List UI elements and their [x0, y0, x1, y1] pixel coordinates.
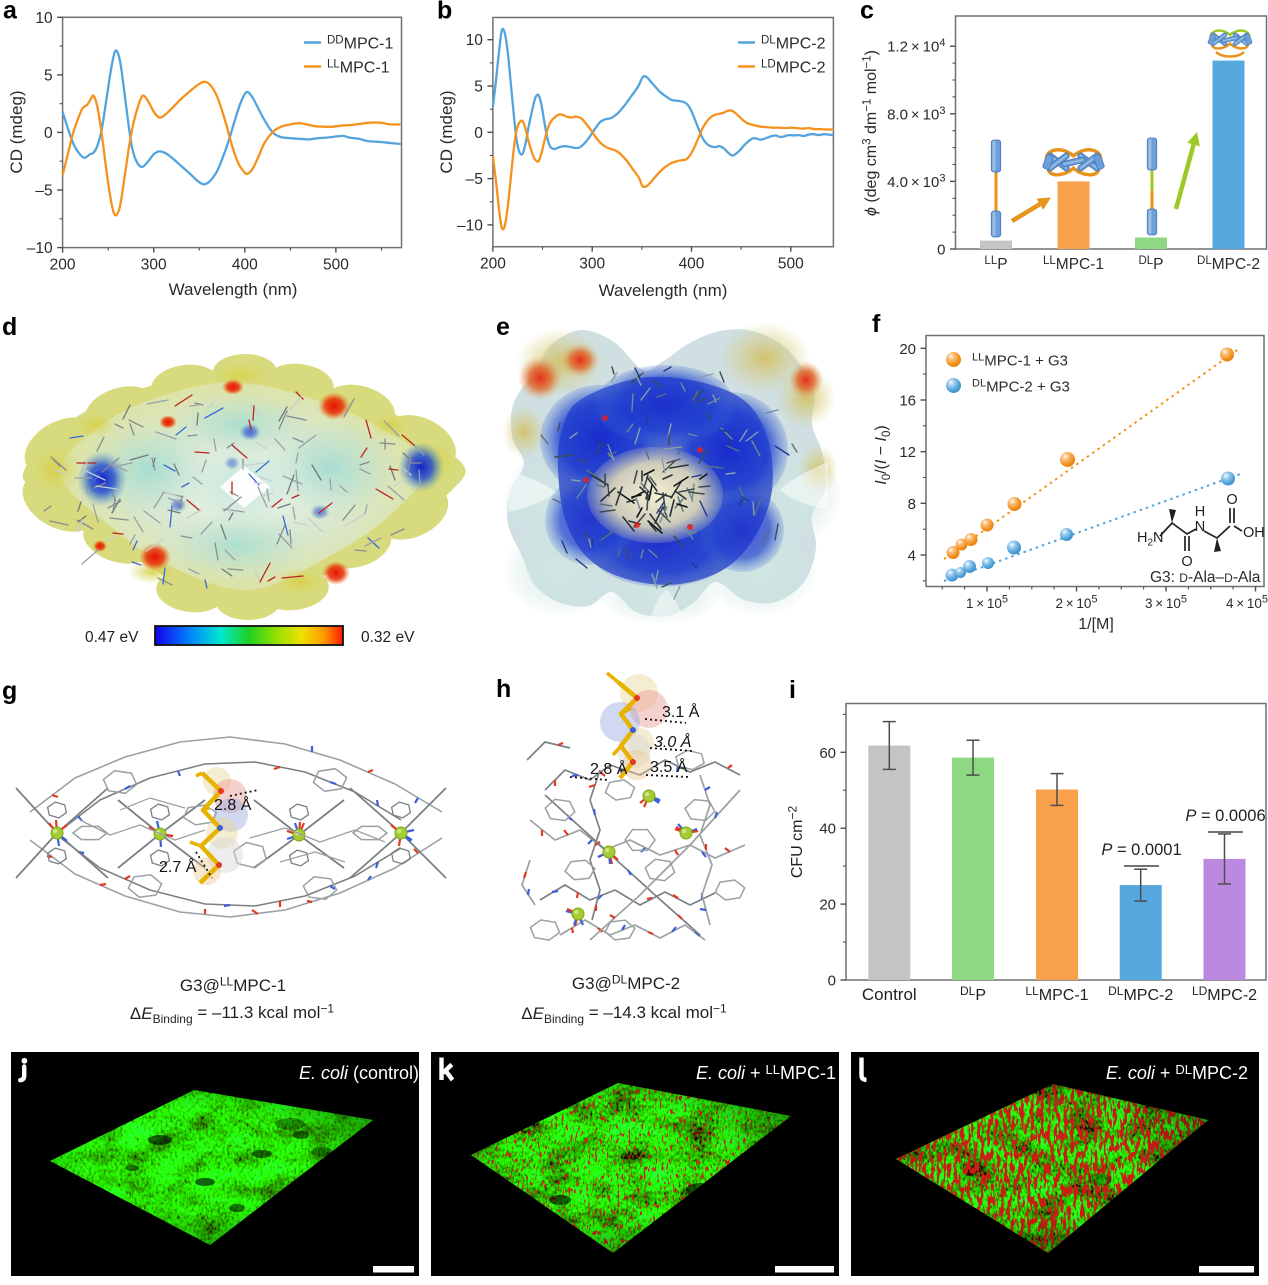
svg-text:8.0 × 103: 8.0 × 103 [887, 105, 945, 124]
svg-text:16: 16 [899, 393, 916, 410]
svg-text:2.7 Å: 2.7 Å [159, 857, 197, 876]
svg-text:–5: –5 [35, 183, 52, 200]
svg-text:H: H [1195, 504, 1205, 520]
svg-text:400: 400 [232, 256, 258, 273]
svg-text:E. coli (control): E. coli (control) [299, 1063, 419, 1083]
svg-text:LLMPC-1 + G3: LLMPC-1 + G3 [972, 352, 1068, 370]
svg-text:e: e [496, 313, 510, 341]
svg-text:CD (mdeg): CD (mdeg) [437, 90, 456, 173]
svg-text:4 × 105: 4 × 105 [1226, 594, 1268, 612]
svg-text:–10: –10 [457, 217, 483, 234]
svg-text:LLP: LLP [984, 255, 1007, 273]
svg-text:E. coli + LLMPC-1: E. coli + LLMPC-1 [696, 1062, 836, 1083]
svg-text:O: O [1181, 554, 1192, 570]
svg-text:300: 300 [141, 256, 167, 273]
svg-text:OH: OH [1243, 525, 1265, 541]
svg-text:3.1 Å: 3.1 Å [662, 702, 700, 721]
svg-text:0: 0 [937, 242, 945, 259]
svg-text:0: 0 [44, 125, 53, 142]
svg-text:h: h [496, 675, 511, 703]
svg-text:DLMPC-2: DLMPC-2 [1108, 984, 1173, 1004]
svg-text:P = 0.0001: P = 0.0001 [1101, 841, 1181, 859]
svg-text:–5: –5 [466, 171, 483, 188]
svg-text:d: d [2, 313, 17, 341]
svg-text:3 × 105: 3 × 105 [1145, 594, 1187, 612]
svg-text:Wavelength (nm): Wavelength (nm) [169, 280, 298, 299]
svg-text:f: f [872, 310, 881, 338]
svg-text:P = 0.0006: P = 0.0006 [1185, 807, 1265, 825]
svg-text:10: 10 [466, 32, 484, 49]
svg-text:g: g [2, 677, 17, 705]
svg-text:G3@DLMPC-2: G3@DLMPC-2 [572, 973, 680, 994]
svg-text:DLP: DLP [960, 984, 986, 1004]
svg-text:b: b [437, 0, 452, 25]
svg-text:300: 300 [579, 256, 605, 273]
svg-text:ϕ (deg cm3 dm−1 mol−1): ϕ (deg cm3 dm−1 mol−1) [862, 50, 881, 216]
svg-text:60: 60 [819, 745, 836, 762]
svg-text:40: 40 [819, 821, 836, 838]
svg-text:5: 5 [474, 79, 483, 96]
svg-text:20: 20 [899, 341, 916, 358]
svg-text:400: 400 [679, 256, 705, 273]
svg-text:CD (mdeg): CD (mdeg) [7, 90, 26, 173]
svg-text:Wavelength (nm): Wavelength (nm) [599, 281, 728, 300]
svg-text:N: N [1195, 519, 1205, 535]
svg-text:H2N: H2N [1137, 530, 1164, 549]
svg-text:2 × 105: 2 × 105 [1056, 594, 1098, 612]
svg-text:E. coli + DLMPC-2: E. coli + DLMPC-2 [1106, 1062, 1248, 1083]
svg-text:12: 12 [899, 444, 916, 461]
svg-text:LDMPC-2: LDMPC-2 [761, 59, 826, 77]
svg-text:0: 0 [828, 973, 836, 990]
svg-text:DLMPC-2: DLMPC-2 [761, 35, 826, 53]
svg-text:LDMPC-2: LDMPC-2 [1192, 984, 1257, 1004]
svg-text:500: 500 [778, 256, 804, 273]
svg-text:0.32 eV: 0.32 eV [361, 629, 415, 646]
svg-text:8: 8 [908, 496, 916, 513]
svg-text:0: 0 [474, 125, 483, 142]
svg-text:200: 200 [480, 256, 506, 273]
svg-text:3.0 Å: 3.0 Å [654, 732, 691, 751]
svg-text:500: 500 [323, 256, 349, 273]
svg-text:DLMPC-2: DLMPC-2 [1197, 255, 1260, 273]
svg-text:3.5 Å: 3.5 Å [650, 757, 688, 776]
svg-text:DLP: DLP [1138, 255, 1163, 273]
svg-text:c: c [860, 0, 874, 25]
svg-text:CFU cm−2: CFU cm−2 [786, 806, 807, 879]
svg-text:G3@LLMPC-1: G3@LLMPC-1 [180, 975, 286, 996]
svg-text:G3: D-Ala–D-Ala: G3: D-Ala–D-Ala [1150, 569, 1261, 586]
svg-text:ΔEBinding = –14.3 kcal mol−1: ΔEBinding = –14.3 kcal mol−1 [521, 1002, 727, 1027]
svg-text:1 × 105: 1 × 105 [966, 594, 1008, 612]
svg-text:–10: –10 [27, 240, 53, 257]
svg-text:DDMPC-1: DDMPC-1 [327, 35, 394, 53]
svg-text:DLMPC-2 + G3: DLMPC-2 + G3 [972, 378, 1070, 396]
svg-text:LLMPC-1: LLMPC-1 [1043, 255, 1104, 273]
svg-text:O: O [1226, 492, 1237, 508]
svg-text:0.47 eV: 0.47 eV [85, 629, 139, 646]
svg-text:LLMPC-1: LLMPC-1 [1025, 984, 1088, 1004]
svg-text:a: a [3, 0, 18, 25]
svg-text:i: i [789, 676, 796, 704]
svg-text:20: 20 [819, 897, 836, 914]
svg-text:200: 200 [50, 256, 76, 273]
svg-text:2.8 Å: 2.8 Å [590, 759, 628, 778]
svg-text:4: 4 [908, 548, 916, 565]
svg-text:ΔEBinding = –11.3 kcal mol−1: ΔEBinding = –11.3 kcal mol−1 [130, 1002, 334, 1027]
svg-text:I0/(I − I0): I0/(I − I0) [873, 425, 893, 485]
svg-text:2.8 Å: 2.8 Å [214, 795, 252, 814]
svg-text:4.0 × 103: 4.0 × 103 [887, 172, 945, 191]
svg-text:5: 5 [44, 67, 53, 84]
svg-text:LLMPC-1: LLMPC-1 [327, 59, 390, 77]
svg-text:1/[M]: 1/[M] [1078, 616, 1114, 633]
svg-text:Control: Control [862, 985, 917, 1004]
svg-text:1.2 × 104: 1.2 × 104 [887, 37, 945, 56]
svg-text:10: 10 [35, 10, 53, 27]
